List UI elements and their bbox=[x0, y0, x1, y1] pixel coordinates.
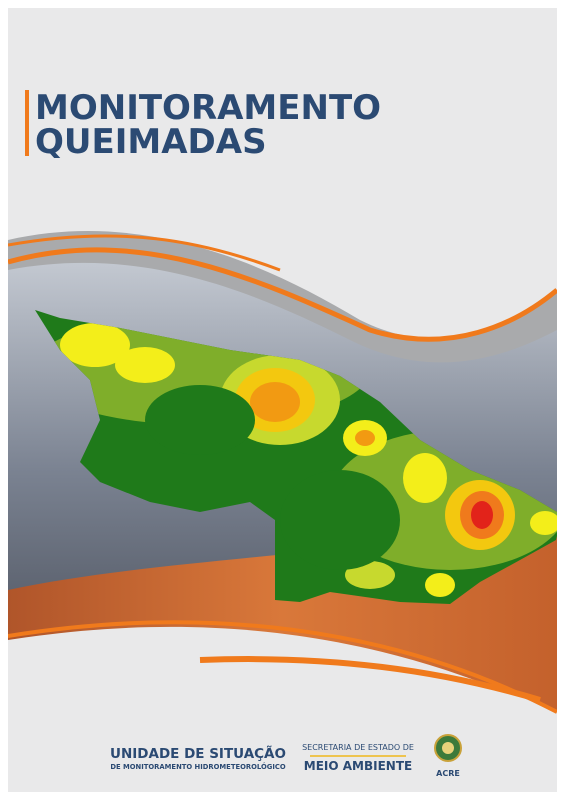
state-name: ACRE bbox=[436, 769, 460, 778]
title: QUEIMADAS bbox=[35, 122, 267, 162]
emblem bbox=[435, 735, 461, 761]
unit-name: UNIDADE DE SITUAÇÃO bbox=[110, 745, 286, 762]
title-bar bbox=[25, 90, 29, 156]
unit-subtitle: DE MONITORAMENTO HIDROMETEOROLÓGICO bbox=[110, 762, 286, 771]
secretariat-name: MEIO AMBIENTE bbox=[304, 759, 412, 773]
secretariat-line: SECRETARIA DE ESTADO DE bbox=[302, 743, 414, 752]
cover: MONITORAMENTO QUEIMADAS UNIDADE DE SITUA… bbox=[0, 0, 565, 800]
